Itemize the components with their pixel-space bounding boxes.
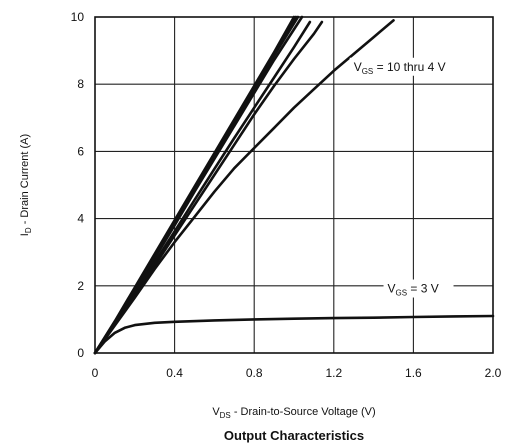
annotations: VGS = 10 thru 4 V VGS = 3 V	[349, 57, 468, 298]
series-line-6	[93, 20, 324, 355]
x-tick-label: 1.2	[325, 366, 342, 380]
y-tick-labels: 0 2 4 6 8 10	[71, 10, 85, 360]
y-tick-label: 4	[77, 212, 84, 226]
series-line-4	[93, 15, 304, 355]
series-line-1	[93, 15, 296, 355]
y-tick-label: 2	[77, 279, 84, 293]
y-tick-label: 10	[71, 10, 85, 24]
x-tick-label: 0.4	[166, 366, 183, 380]
series-group	[93, 15, 495, 355]
x-tick-label: 1.6	[405, 366, 422, 380]
chart-caption: Output Characteristics	[224, 428, 364, 443]
x-tick-label: 0	[92, 366, 99, 380]
series-line-3	[93, 15, 300, 355]
y-tick-label: 6	[77, 144, 84, 158]
y-tick-label: 8	[77, 77, 84, 91]
x-tick-labels: 0 0.4 0.8 1.2 1.6 2.0	[92, 366, 502, 380]
annotation-background	[349, 57, 468, 76]
y-tick-label: 0	[77, 346, 84, 360]
annotation-background	[383, 279, 454, 298]
series-line-8	[93, 314, 495, 355]
annotation-label: VGS = 3 V	[388, 282, 439, 298]
x-tick-label: 2.0	[485, 366, 502, 380]
series-line-7	[93, 19, 395, 355]
y-axis-label: ID - Drain Current (A)	[19, 134, 33, 236]
x-axis-label: VDS - Drain-to-Source Voltage (V)	[212, 406, 375, 420]
x-tick-label: 0.8	[246, 366, 263, 380]
series-line-5	[93, 20, 312, 355]
annotation-label: VGS = 10 thru 4 V	[354, 60, 446, 76]
